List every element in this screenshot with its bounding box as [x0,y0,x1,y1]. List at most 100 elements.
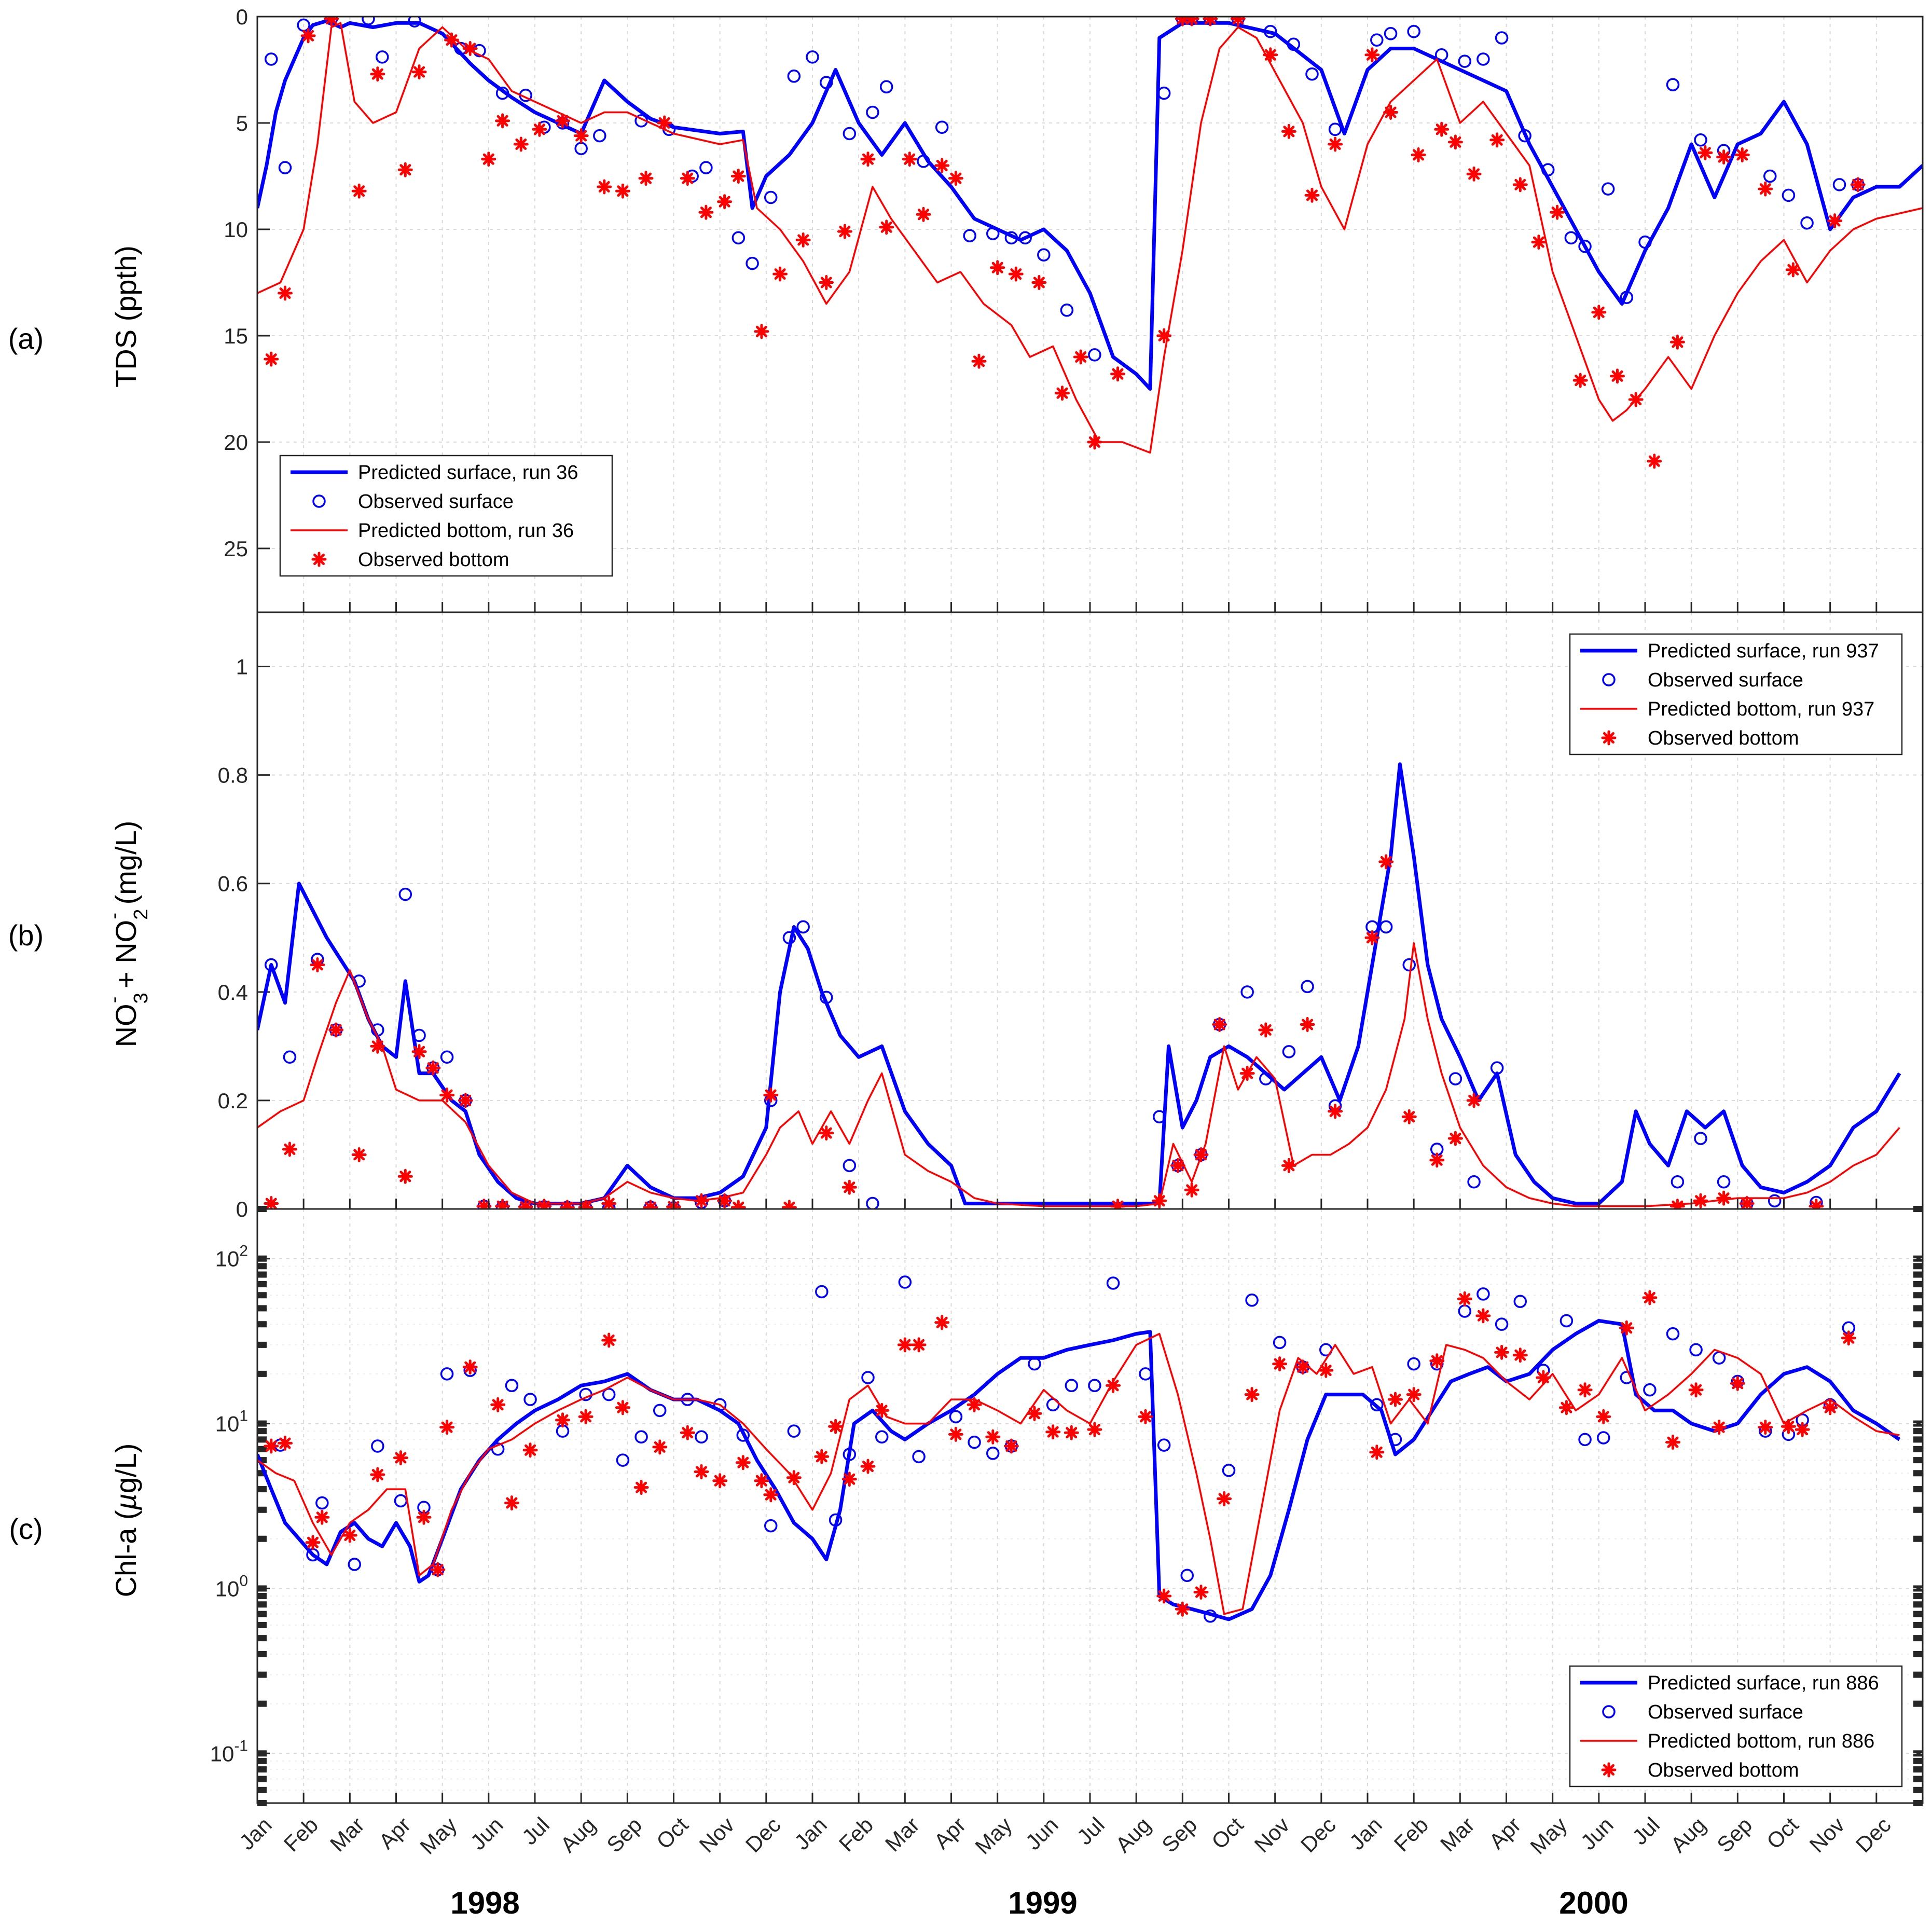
observed-bottom-point [1591,305,1607,320]
observed-bottom-point [1466,166,1482,182]
observed-surface-point [732,231,746,245]
observed-surface-point [1157,1438,1171,1452]
y-tick-label: 0.6 [218,872,248,896]
minor-tick-left [257,1786,267,1793]
minor-tick-left [257,1370,267,1377]
y-axis-label-nitrate: NO3- + NO2- (mg/L) [103,821,152,1048]
observed-bottom-point [522,1442,538,1458]
observed-bottom-point [300,28,316,44]
observed-bottom-point [264,1196,279,1209]
observed-bottom-point [814,1449,830,1464]
observed-bottom-point [1364,930,1380,945]
month-tick-label: Mar [880,1812,924,1856]
observed-bottom-point [324,17,339,26]
minor-tick-left [257,1611,267,1617]
y-tick-label: 102 [215,1243,248,1271]
observed-bottom-point [934,1315,950,1330]
observed-surface-point [898,1275,912,1289]
y-tick-label: 15 [224,324,248,348]
observed-bottom-point [1512,1348,1528,1363]
observed-bottom-point [1558,1400,1574,1415]
minor-tick-left [257,1271,267,1278]
observed-surface-point [278,161,292,174]
observed-bottom-point [264,1438,279,1454]
x-axis-months: Jan Feb Mar Apr May Jun Jul Aug Sep Oct Nov Dec Jan F… [234,1812,1896,1859]
observed-bottom-point [1619,1320,1634,1336]
y-tick-label: 100 [215,1572,248,1601]
observed-bottom-point [1411,147,1426,162]
observed-bottom-point [1809,1199,1824,1209]
observed-bottom-point [967,1397,982,1412]
observed-bottom-point [601,1332,617,1348]
observed-bottom-point [1716,1190,1732,1206]
observed-bottom-point [278,1435,293,1451]
observed-bottom-point [1429,1152,1445,1168]
observed-bottom-point [1175,17,1190,26]
observed-bottom-point [1184,17,1199,26]
observed-surface-point [1620,1371,1634,1384]
legend-entry: Observed bottom [358,549,509,571]
observed-surface-point [912,1450,926,1464]
observed-bottom-point [1230,17,1246,26]
observed-bottom-point [1475,1308,1491,1324]
observed-bottom-point [754,1473,769,1489]
observed-bottom-point [1156,328,1172,343]
panel-a-tds: 0 5 10 15 20 25 Predicted surface, run 36 Obser… [224,5,1924,613]
observed-bottom-point [310,957,325,972]
observed-bottom-point [1693,1193,1708,1208]
minor-tick-right [1913,1635,1923,1642]
observed-surface-point [879,80,893,94]
observed-bottom-point [1328,136,1343,152]
observed-bottom-point [578,1200,594,1209]
month-tick-label: Jan [790,1812,832,1854]
observed-surface-point [440,1050,454,1064]
observed-bottom-point [1003,1438,1019,1454]
observed-surface-point [1028,1357,1041,1371]
observed-surface-point [806,50,819,64]
observed-surface-point [986,1447,1000,1460]
minor-tick-right [1913,1305,1923,1312]
month-tick-label: Aug [556,1812,600,1857]
observed-bottom-point [1434,121,1450,137]
observed-bottom-point [1550,204,1565,220]
observed-surface-point [1564,231,1578,245]
observed-bottom-point [879,219,894,235]
observed-bottom-point [411,1044,427,1060]
observed-surface-point [1088,348,1101,362]
observed-bottom-point [393,1450,408,1466]
observed-surface-point [875,1430,889,1444]
observed-bottom-point [1369,1445,1385,1460]
observed-bottom-point [1628,392,1644,407]
observed-bottom-point [698,204,714,220]
observed-surface-point [1139,1367,1152,1381]
observed-bottom-point [730,1200,746,1209]
observed-bottom-point [555,1412,570,1428]
observed-surface-point [523,1393,537,1406]
minor-tick-left [257,1321,267,1328]
observed-surface-point [1578,1433,1592,1447]
observed-surface-point [1287,37,1301,51]
observed-surface-point [866,1197,879,1209]
observed-bottom-point [948,1426,963,1442]
observed-bottom-point [476,1199,492,1209]
month-tick-label: Oct [652,1812,693,1854]
observed-surface-point [315,1496,329,1510]
minor-tick-left [257,1428,267,1435]
month-tick-label: Mar [1436,1812,1479,1856]
observed-bottom-point [578,1409,594,1424]
minor-tick-left [257,1486,267,1493]
observed-bottom-point [397,162,413,177]
observed-surface-point [1495,1317,1509,1331]
observed-bottom-point [694,1193,709,1208]
series-group [257,1275,1901,1623]
observed-bottom-point [1212,1017,1227,1032]
observed-bottom-point [1536,1370,1551,1385]
observed-surface-point [1597,1431,1610,1445]
observed-bottom-point [841,1472,857,1487]
observed-surface-point [1065,1379,1079,1393]
observed-bottom-point [615,183,630,199]
observed-bottom-point [481,152,496,167]
minor-tick-right [1913,1506,1923,1513]
observed-surface-point [782,931,796,945]
minor-tick-left [257,1535,267,1542]
